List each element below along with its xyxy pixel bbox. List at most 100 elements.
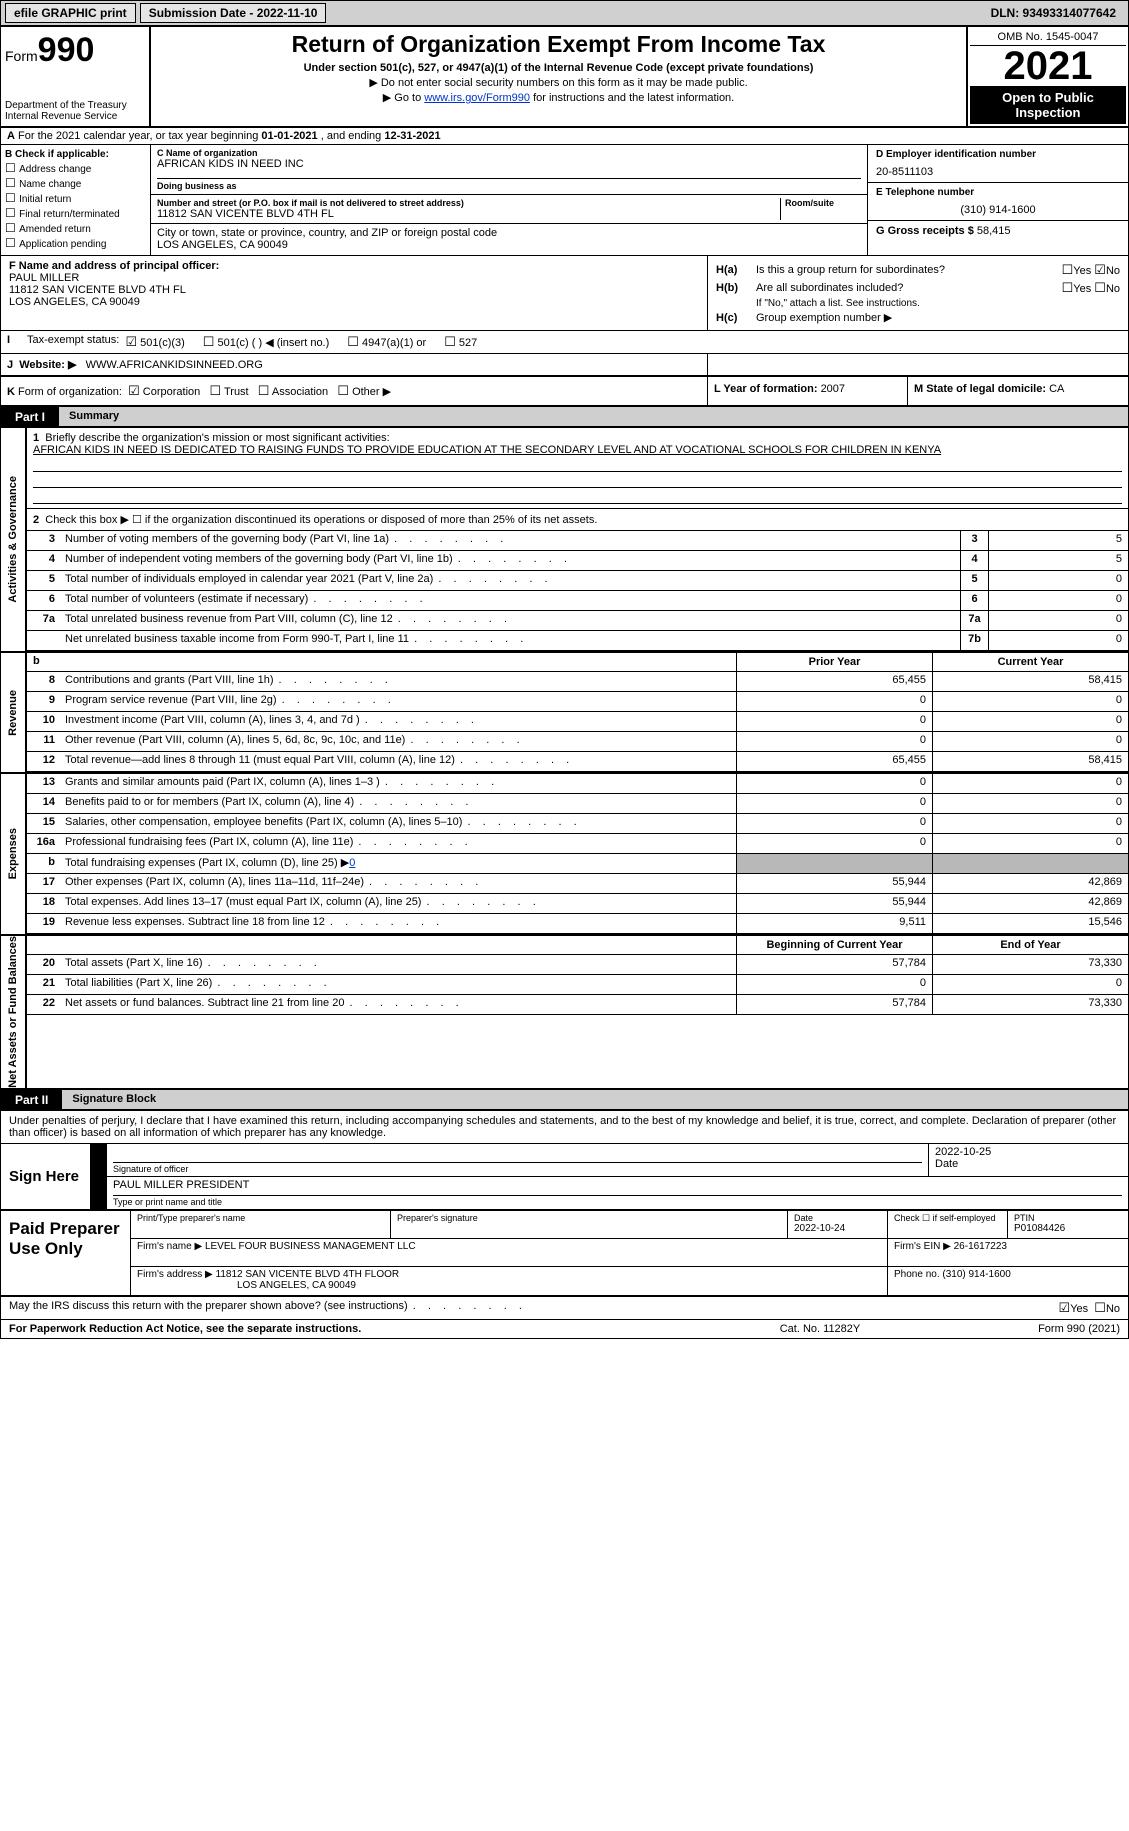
efile-print-button[interactable]: efile GRAPHIC print bbox=[5, 3, 136, 23]
preparer-name-cell: Print/Type preparer's name bbox=[131, 1211, 391, 1238]
page-footer: For Paperwork Reduction Act Notice, see … bbox=[1, 1320, 1128, 1338]
line-text: Total expenses. Add lines 13–17 (must eq… bbox=[61, 894, 736, 913]
prior-year-value: 0 bbox=[736, 774, 932, 793]
officer-printed-name: PAUL MILLER PRESIDENT bbox=[113, 1179, 1122, 1195]
k-assoc-check[interactable] bbox=[258, 383, 270, 398]
irs-link[interactable]: www.irs.gov/Form990 bbox=[424, 92, 530, 104]
firm-name-label: Firm's name ▶ bbox=[137, 1241, 205, 1252]
k-other-check[interactable] bbox=[337, 383, 349, 398]
line-num: 19 bbox=[27, 914, 61, 933]
line-box: 7b bbox=[960, 631, 988, 650]
opt-501c3[interactable]: 501(c)(3) bbox=[125, 334, 184, 350]
prior-year-value: 0 bbox=[736, 794, 932, 813]
ha-text: Is this a group return for subordinates? bbox=[756, 264, 1062, 276]
signature-row: Signature of officer 2022-10-25 Date bbox=[91, 1144, 1128, 1177]
line-num: 12 bbox=[27, 752, 61, 771]
principal-officer: F Name and address of principal officer:… bbox=[1, 256, 708, 330]
l-value: 2007 bbox=[821, 383, 845, 395]
preparer-row-2: Firm's name ▶ LEVEL FOUR BUSINESS MANAGE… bbox=[131, 1239, 1128, 1267]
hb-no-check[interactable] bbox=[1094, 280, 1106, 295]
begin-year-header: Beginning of Current Year bbox=[736, 936, 932, 954]
column-c-org-info: C Name of organization AFRICAN KIDS IN N… bbox=[151, 145, 868, 255]
prior-year-value: 0 bbox=[736, 692, 932, 711]
line-text: Professional fundraising fees (Part IX, … bbox=[61, 834, 736, 853]
irs-discuss-question: May the IRS discuss this return with the… bbox=[1, 1297, 1128, 1320]
prior-year-value: 57,784 bbox=[736, 955, 932, 974]
row-i-tax-exempt: I Tax-exempt status: 501(c)(3) 501(c) ( … bbox=[1, 331, 1128, 354]
ha-yes-check[interactable] bbox=[1062, 262, 1074, 277]
k-other: Other ▶ bbox=[352, 386, 391, 398]
sig-arrow-icon-2 bbox=[91, 1177, 107, 1209]
org-name-value: AFRICAN KIDS IN NEED INC bbox=[157, 158, 861, 170]
line-num: 14 bbox=[27, 794, 61, 813]
k-corp: Corporation bbox=[143, 386, 200, 398]
opt-527[interactable]: 527 bbox=[444, 334, 477, 350]
hb-yes-check[interactable] bbox=[1062, 280, 1074, 295]
line-num: 16a bbox=[27, 834, 61, 853]
form-subtitle: Under section 501(c), 527, or 4947(a)(1)… bbox=[157, 62, 960, 74]
check-final-return[interactable]: Final return/terminated bbox=[5, 206, 146, 220]
address-box: Number and street (or P.O. box if mail i… bbox=[151, 195, 867, 224]
signature-date-cell: 2022-10-25 Date bbox=[928, 1144, 1128, 1176]
dba-label: Doing business as bbox=[157, 178, 861, 191]
l16b-cy-grey bbox=[932, 854, 1128, 873]
exp-lines-container: 13Grants and similar amounts paid (Part … bbox=[27, 774, 1128, 854]
prior-year-value: 55,944 bbox=[736, 874, 932, 893]
line-text: Contributions and grants (Part VIII, lin… bbox=[61, 672, 736, 691]
part-2-tab: Part II bbox=[1, 1090, 62, 1110]
line-num: 9 bbox=[27, 692, 61, 711]
form-990-page: efile GRAPHIC print Submission Date - 20… bbox=[0, 0, 1129, 1339]
discuss-no: No bbox=[1106, 1303, 1120, 1315]
sign-here-content: Signature of officer 2022-10-25 Date PAU… bbox=[91, 1144, 1128, 1209]
blank-line-2 bbox=[33, 474, 1122, 488]
check-name-change[interactable]: Name change bbox=[5, 176, 146, 190]
check-address-change[interactable]: Address change bbox=[5, 161, 146, 175]
discuss-no-check[interactable] bbox=[1094, 1300, 1106, 1315]
top-bar: efile GRAPHIC print Submission Date - 20… bbox=[1, 1, 1128, 27]
col-b-header: B Check if applicable: bbox=[5, 149, 146, 160]
opt-501c[interactable]: 501(c) ( ) ◀ (insert no.) bbox=[203, 334, 329, 350]
check-initial-return[interactable]: Initial return bbox=[5, 191, 146, 205]
check-application-pending[interactable]: Application pending bbox=[5, 236, 146, 250]
dept-treasury: Department of the Treasury bbox=[5, 100, 145, 111]
signature-label: Signature of officer bbox=[113, 1162, 922, 1174]
paid-preparer-block: Paid Preparer Use Only Print/Type prepar… bbox=[1, 1211, 1128, 1297]
preparer-sig-cell: Preparer's signature bbox=[391, 1211, 788, 1238]
k-assoc: Association bbox=[272, 386, 328, 398]
ha-no-check[interactable] bbox=[1094, 262, 1106, 277]
part-1-title: Summary bbox=[59, 407, 1128, 427]
part-2-title: Signature Block bbox=[62, 1090, 1128, 1110]
line-text: Grants and similar amounts paid (Part IX… bbox=[61, 774, 736, 793]
m-label: M State of legal domicile: bbox=[914, 383, 1049, 395]
current-year-value: 0 bbox=[932, 774, 1128, 793]
firm-phone-cell: Phone no. (310) 914-1600 bbox=[888, 1267, 1128, 1295]
line-text: Program service revenue (Part VIII, line… bbox=[61, 692, 736, 711]
line-num: 7a bbox=[27, 611, 61, 630]
j-label: J bbox=[7, 359, 13, 371]
k-corp-check[interactable] bbox=[128, 383, 140, 398]
data-line: 17Other expenses (Part IX, column (A), l… bbox=[27, 874, 1128, 894]
rev-side-label: Revenue bbox=[1, 653, 27, 772]
opt-4947[interactable]: 4947(a)(1) or bbox=[347, 334, 426, 350]
line-text: Number of voting members of the governin… bbox=[61, 531, 960, 550]
part-2-header: Part II Signature Block bbox=[1, 1090, 1128, 1111]
preparer-sig-label: Preparer's signature bbox=[397, 1213, 781, 1223]
block-b-c-d-e: B Check if applicable: Address change Na… bbox=[1, 145, 1128, 256]
line-value: 0 bbox=[988, 591, 1128, 610]
ha-yes: Yes bbox=[1073, 265, 1091, 277]
ein-value: 20-8511103 bbox=[876, 166, 1120, 178]
check-amended-return[interactable]: Amended return bbox=[5, 221, 146, 235]
submission-date-button[interactable]: Submission Date - 2022-11-10 bbox=[140, 3, 327, 23]
org-name-box: C Name of organization AFRICAN KIDS IN N… bbox=[151, 145, 867, 195]
part-1-tab: Part I bbox=[1, 407, 59, 427]
net-assets-section: Net Assets or Fund Balances Beginning of… bbox=[1, 936, 1128, 1090]
summary-line: 6Total number of volunteers (estimate if… bbox=[27, 591, 1128, 611]
line-text: Salaries, other compensation, employee b… bbox=[61, 814, 736, 833]
line-num: 8 bbox=[27, 672, 61, 691]
k-trust-check[interactable] bbox=[209, 383, 221, 398]
firm-ein-label: Firm's EIN ▶ bbox=[894, 1241, 954, 1252]
org-name-label: C Name of organization bbox=[157, 148, 861, 158]
mission-text: AFRICAN KIDS IN NEED IS DEDICATED TO RAI… bbox=[33, 444, 941, 456]
current-year-value: 58,415 bbox=[932, 752, 1128, 771]
discuss-yes-check[interactable] bbox=[1059, 1300, 1071, 1315]
